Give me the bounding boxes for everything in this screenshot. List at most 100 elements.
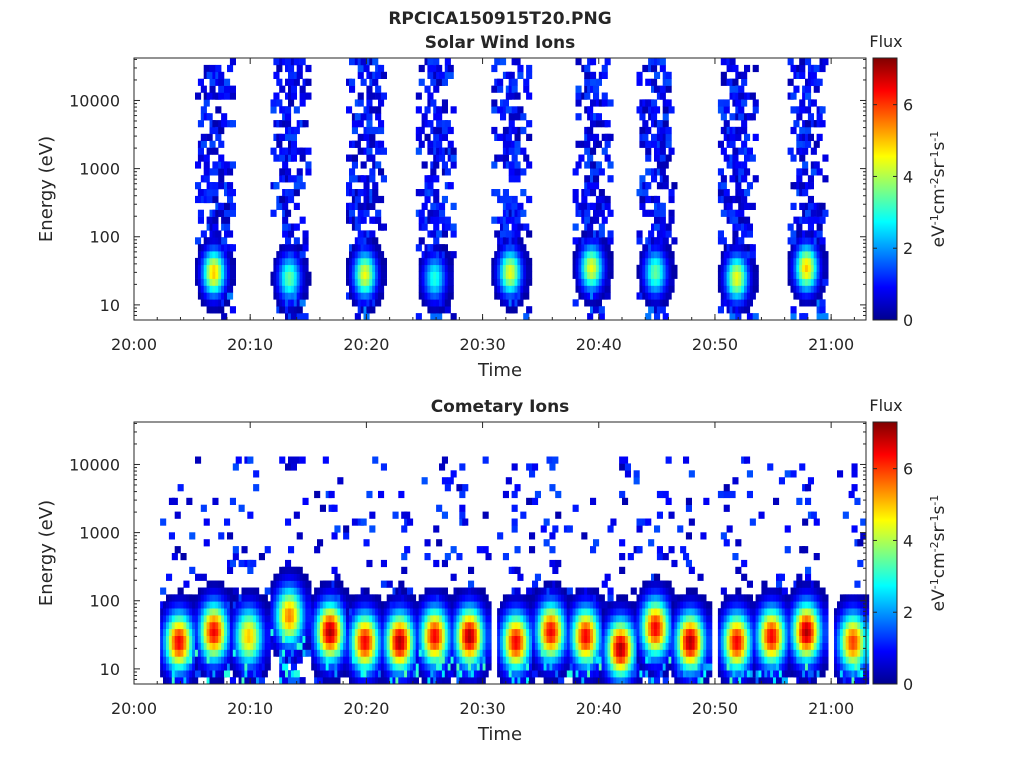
heatmap-cell bbox=[816, 78, 823, 86]
heatmap-cell bbox=[665, 154, 672, 162]
heatmap-cell bbox=[665, 223, 672, 231]
heatmap-cell bbox=[529, 546, 536, 554]
heatmap-cell bbox=[270, 106, 277, 114]
heatmap-cell bbox=[604, 120, 611, 128]
heatmap-cell bbox=[450, 154, 457, 162]
heatmap-cell bbox=[665, 497, 672, 505]
heatmap-cell bbox=[590, 147, 597, 155]
heatmap-cell bbox=[415, 133, 422, 141]
heatmap-cell bbox=[595, 161, 602, 169]
heatmap-cell bbox=[590, 202, 597, 210]
heatmap-cell bbox=[436, 113, 443, 121]
heatmap-cell bbox=[819, 202, 826, 210]
heatmap-cell bbox=[357, 71, 364, 79]
heatmap-cell bbox=[526, 230, 533, 238]
heatmap-cell bbox=[212, 216, 219, 224]
heatmap-cell bbox=[380, 463, 387, 471]
heatmap-cell bbox=[746, 313, 753, 321]
heatmap-cell bbox=[378, 677, 385, 685]
heatmap-cell bbox=[378, 251, 385, 259]
heatmap-cell bbox=[349, 58, 356, 66]
heatmap-cell bbox=[662, 490, 669, 499]
figure-title: RPCICA150915T20.PNG bbox=[388, 9, 611, 29]
heatmap-cell bbox=[607, 251, 614, 259]
heatmap-cell bbox=[349, 78, 356, 86]
heatmap-cell bbox=[404, 546, 411, 554]
heatmap-cell bbox=[436, 106, 443, 114]
heatmap-cell bbox=[622, 594, 629, 602]
heatmap-cell bbox=[752, 313, 759, 321]
heatmap-cell bbox=[744, 64, 751, 73]
heatmap-cell bbox=[744, 202, 751, 210]
heatmap-cell bbox=[639, 126, 646, 135]
heatmap-cell bbox=[450, 223, 457, 231]
heatmap-cell bbox=[720, 58, 727, 66]
heatmap-cell bbox=[360, 58, 367, 66]
heatmap-cell bbox=[218, 168, 225, 176]
heatmap-cell bbox=[441, 477, 448, 485]
heatmap-cell bbox=[378, 168, 385, 176]
heatmap-cell bbox=[447, 271, 454, 279]
heatmap-cell bbox=[802, 189, 809, 197]
heatmap-cell bbox=[203, 175, 210, 183]
heatmap-cell bbox=[656, 161, 663, 169]
heatmap-cell bbox=[227, 195, 234, 204]
heatmap-cell bbox=[427, 182, 434, 190]
heatmap-cell bbox=[511, 463, 518, 471]
heatmap-cell bbox=[436, 120, 443, 128]
heatmap-cell bbox=[799, 154, 806, 162]
heatmap-cell bbox=[662, 237, 669, 245]
heatmap-cell bbox=[264, 546, 271, 554]
heatmap-cell bbox=[369, 202, 376, 210]
heatmap-cell bbox=[526, 71, 533, 79]
heatmap-cell bbox=[285, 106, 292, 114]
heatmap-cell bbox=[337, 477, 344, 485]
heatmap-cell bbox=[593, 587, 600, 595]
heatmap-cell bbox=[749, 113, 756, 121]
heatmap-cell bbox=[601, 71, 608, 79]
heatmap-cell bbox=[793, 120, 800, 128]
heatmap-cell bbox=[229, 497, 236, 505]
heatmap-cell bbox=[520, 244, 527, 252]
heatmap-cell bbox=[819, 285, 826, 293]
heatmap-cell bbox=[441, 587, 448, 595]
heatmap-cell bbox=[296, 313, 303, 321]
heatmap-cell bbox=[799, 126, 806, 135]
heatmap-cell bbox=[807, 195, 814, 204]
heatmap-cell bbox=[482, 546, 489, 554]
heatmap-cell bbox=[595, 140, 602, 148]
heatmap-cell bbox=[302, 264, 309, 272]
heatmap-cell bbox=[813, 140, 820, 148]
heatmap-cell bbox=[514, 140, 521, 148]
heatmap-cell bbox=[752, 285, 759, 293]
heatmap-cell bbox=[305, 64, 312, 73]
heatmap-cell bbox=[447, 126, 454, 135]
heatmap-cell bbox=[354, 195, 361, 204]
heatmap-cell bbox=[502, 553, 509, 561]
heatmap-cell bbox=[227, 230, 234, 238]
heatmap-cell bbox=[189, 594, 196, 602]
heatmap-cell bbox=[526, 92, 533, 100]
heatmap-cell bbox=[639, 195, 646, 204]
heatmap-cell bbox=[607, 133, 614, 141]
heatmap-cell bbox=[807, 113, 814, 121]
heatmap-cell bbox=[218, 182, 225, 190]
heatmap-cell bbox=[380, 264, 387, 272]
heatmap-cell bbox=[229, 278, 236, 286]
heatmap-cell bbox=[302, 230, 309, 238]
heatmap-cell bbox=[523, 313, 530, 321]
heatmap-cell bbox=[677, 525, 684, 533]
heatmap-cell bbox=[407, 518, 414, 526]
heatmap-cell bbox=[555, 490, 562, 499]
heatmap-cell bbox=[290, 463, 297, 471]
heatmap-cell bbox=[209, 126, 216, 135]
heatmap-cell bbox=[441, 230, 448, 238]
heatmap-cell bbox=[587, 223, 594, 231]
heatmap-cell bbox=[380, 147, 387, 155]
heatmap-cell bbox=[224, 518, 231, 526]
heatmap-cell bbox=[160, 587, 167, 595]
heatmap-cell bbox=[427, 71, 434, 79]
heatmap-cell bbox=[360, 216, 367, 224]
heatmap-cell bbox=[375, 147, 382, 155]
heatmap-cell bbox=[424, 195, 431, 204]
